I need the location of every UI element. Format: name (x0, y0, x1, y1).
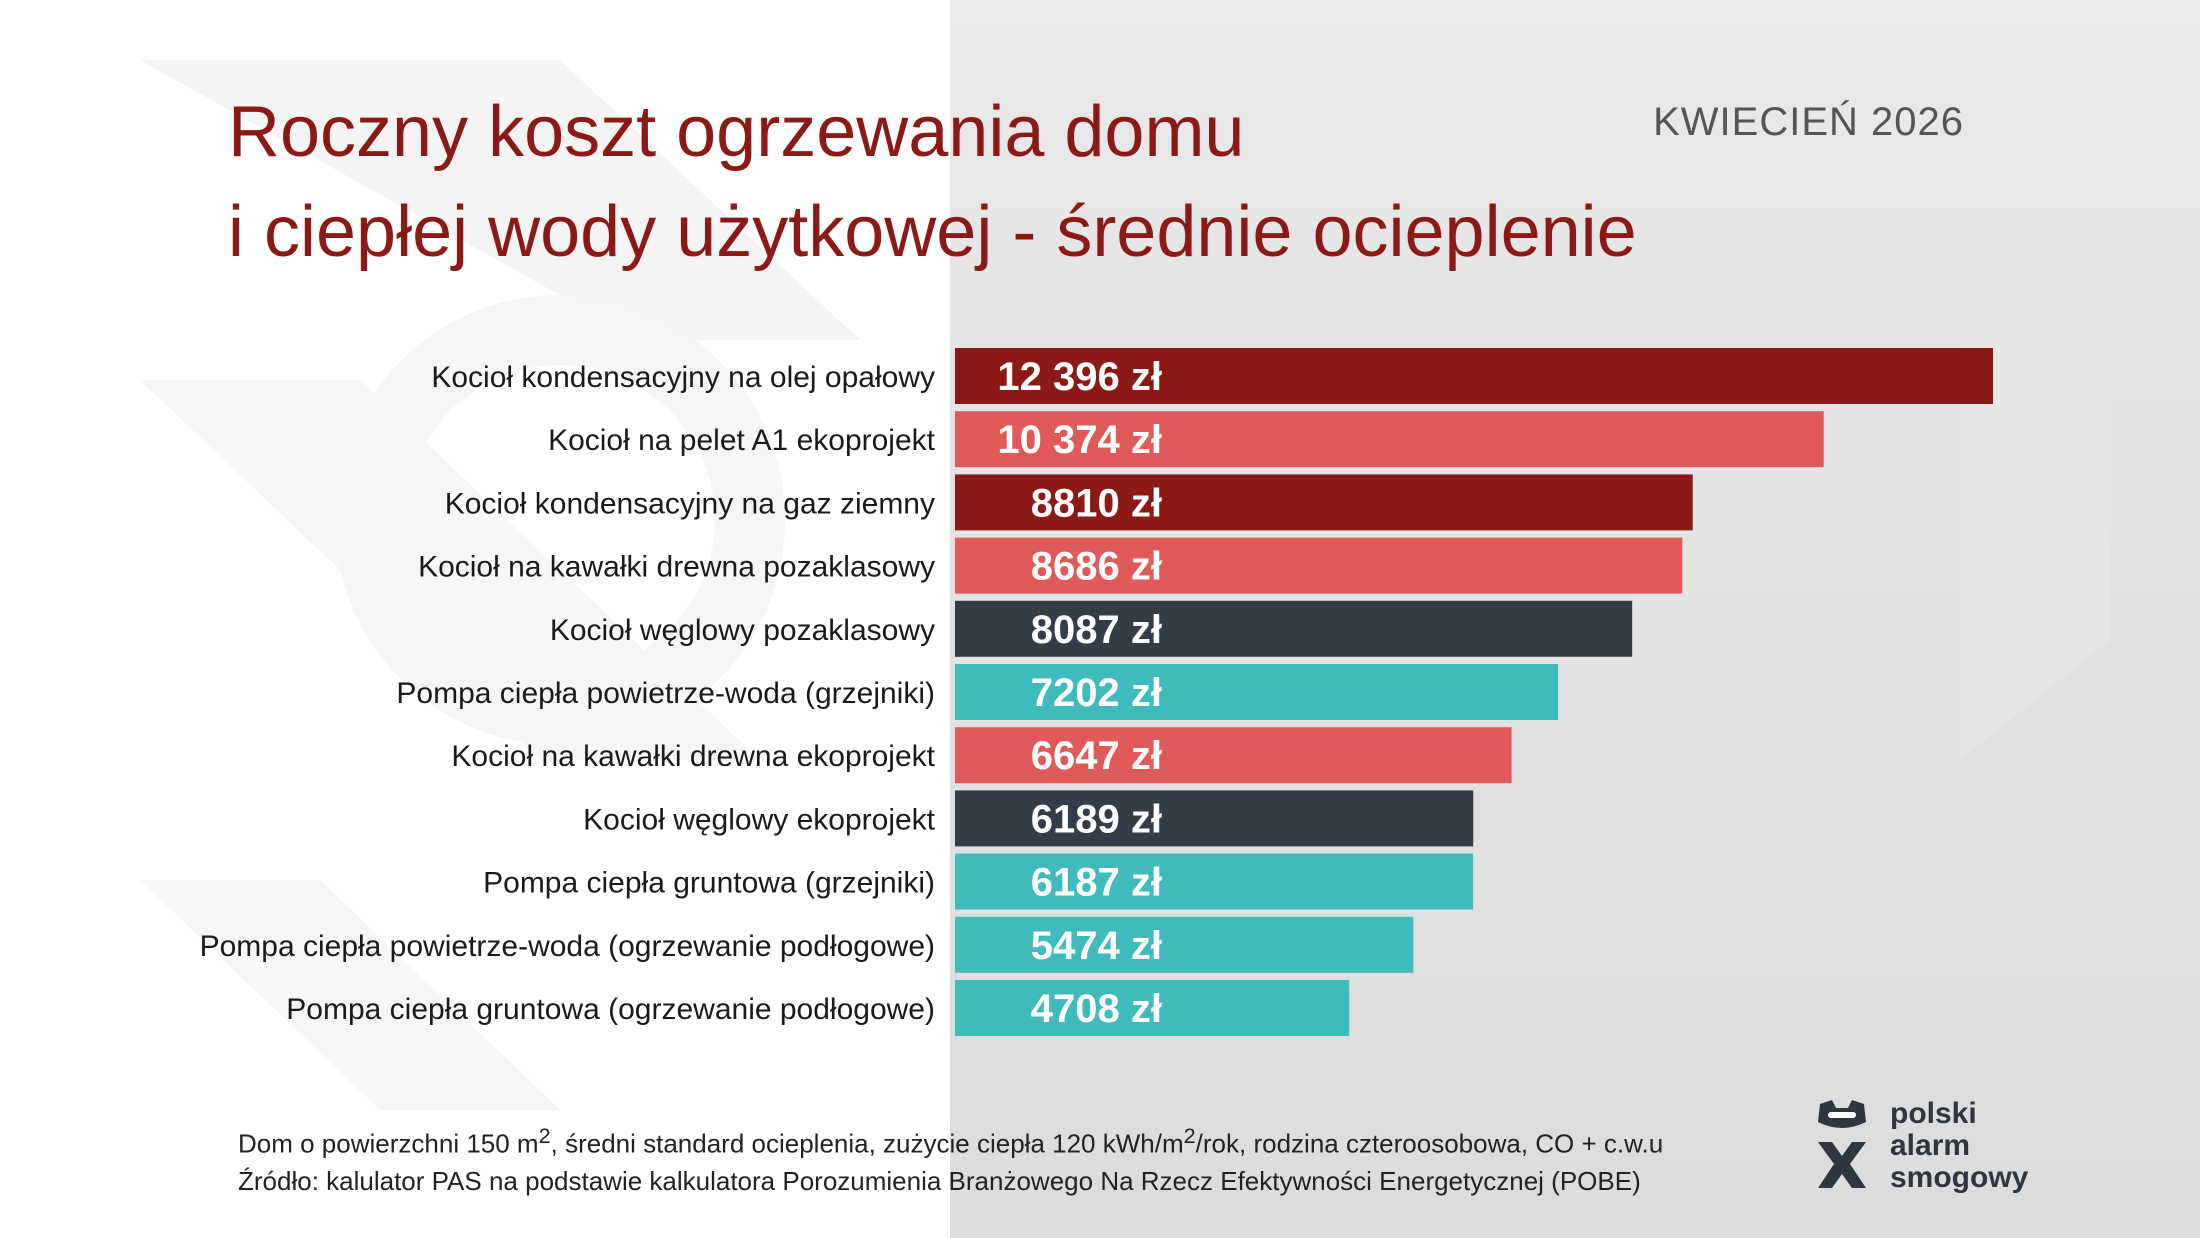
bar (955, 537, 1683, 594)
bar-value-label: 6647 zł (1031, 734, 1162, 778)
footnote: Dom o powierzchni 150 m2, średni standar… (238, 1117, 1663, 1200)
category-label: Kocioł kondensacyjny na gaz ziemny (445, 487, 935, 520)
category-label: Pompa ciepła powietrze-woda (ogrzewanie … (200, 930, 935, 963)
category-label: Pompa ciepła gruntowa (ogrzewanie podłog… (286, 993, 935, 1026)
bar (955, 664, 1559, 720)
bar-value-label: 6187 zł (1031, 861, 1162, 905)
date-label: KWIECIEŃ 2026 (1653, 100, 1964, 144)
logo-text-line2: alarm (1890, 1129, 1971, 1162)
bar (955, 980, 1350, 1036)
logo: polski alarm smogowy (1812, 1098, 2052, 1198)
category-label: Kocioł kondensacyjny na olej opałowy (431, 361, 935, 394)
logo-text-line1: polski (1890, 1097, 1977, 1130)
bar (955, 600, 1633, 657)
bar (955, 853, 1474, 910)
logo-text: polski alarm smogowy (1890, 1098, 2028, 1194)
category-label: Kocioł na pelet A1 ekoprojekt (548, 424, 936, 457)
category-label: Kocioł na kawałki drewna ekoprojekt (451, 740, 935, 773)
category-label: Pompa ciepła gruntowa (grzejniki) (483, 867, 935, 900)
footnote-source: Źródło: kalulator PAS na podstawie kalku… (238, 1165, 1641, 1196)
bar-value-label: 8087 zł (1031, 608, 1162, 652)
polski-alarm-smogowy-logo-icon (1818, 1100, 1866, 1188)
chart-title: Roczny koszt ogrzewania domu i ciepłej w… (228, 82, 1637, 282)
bar (955, 348, 1993, 404)
footnote-line1-part-b: , średni standard ocieplenia, zużycie ci… (550, 1128, 1184, 1159)
bar-value-label: 8686 zł (1031, 545, 1162, 589)
bar (955, 411, 1824, 468)
bar-value-label: 6189 zł (1031, 797, 1162, 841)
category-label: Pompa ciepła powietrze-woda (grzejniki) (396, 677, 935, 710)
footnote-superscript: 2 (538, 1123, 551, 1148)
bar (955, 790, 1474, 847)
chart-title-line1: Roczny koszt ogrzewania domu (228, 92, 1245, 172)
bar-value-label: 5474 zł (1031, 924, 1162, 968)
bar-value-label: 10 374 zł (997, 418, 1162, 462)
bar (955, 474, 1693, 531)
bar (955, 916, 1414, 973)
footnote-line1: Dom o powierzchni 150 m2, średni standar… (238, 1117, 1663, 1163)
bar-value-label: 8810 zł (1031, 481, 1162, 525)
bar-value-label: 4708 zł (1031, 987, 1162, 1031)
logo-text-line3: smogowy (1890, 1161, 2029, 1194)
footnote-superscript: 2 (1183, 1123, 1196, 1148)
category-label: Kocioł węglowy pozaklasowy (550, 614, 935, 647)
category-label: Kocioł na kawałki drewna pozaklasowy (418, 551, 935, 584)
chart-title-line2: i ciepłej wody użytkowej - średnie ociep… (228, 192, 1637, 272)
bar-value-label: 7202 zł (1031, 671, 1162, 715)
bar-value-label: 12 396 zł (997, 355, 1162, 399)
footnote-line1-part-c: /rok, rodzina czteroosobowa, CO + c.w.u (1195, 1128, 1664, 1159)
footnote-line1-part-a: Dom o powierzchni 150 m (238, 1128, 539, 1159)
category-label: Kocioł węglowy ekoprojekt (583, 803, 936, 836)
bar (955, 727, 1512, 784)
